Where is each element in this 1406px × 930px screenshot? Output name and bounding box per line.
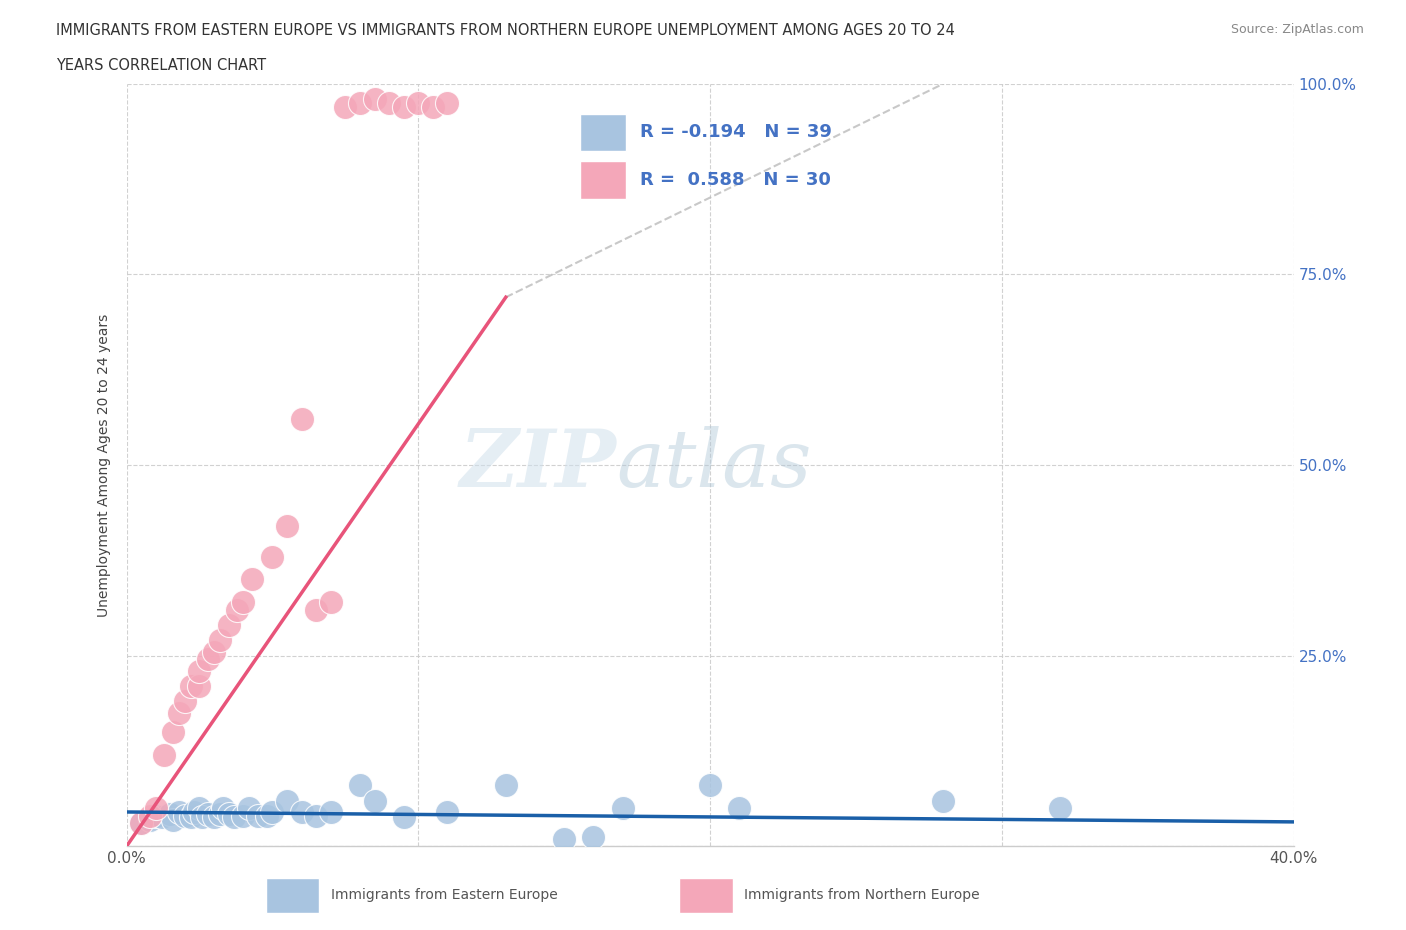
Point [162, 724, 184, 739]
Point [139, 808, 162, 823]
Point [153, 748, 176, 763]
Text: Source: ZipAtlas.com: Source: ZipAtlas.com [1230, 23, 1364, 36]
Text: ZIP: ZIP [460, 426, 617, 504]
Point [188, 663, 211, 678]
Point [226, 603, 249, 618]
Point [159, 807, 181, 822]
Point [436, 804, 458, 819]
Point [553, 831, 575, 846]
Point [290, 412, 312, 427]
Point [145, 801, 167, 816]
Point [174, 808, 197, 823]
Point [145, 808, 167, 823]
Point [319, 595, 342, 610]
Point [150, 810, 173, 825]
Point [188, 679, 211, 694]
Text: R =  0.588   N = 30: R = 0.588 N = 30 [640, 171, 831, 189]
Text: Immigrants from Northern Europe: Immigrants from Northern Europe [744, 888, 980, 902]
Point [612, 801, 634, 816]
Point [202, 810, 225, 825]
Point [218, 807, 240, 822]
Point [363, 91, 385, 106]
Point [276, 519, 298, 534]
Point [129, 816, 152, 830]
Point [183, 804, 205, 819]
Point [495, 777, 517, 792]
Point [162, 812, 184, 827]
Point [349, 96, 371, 111]
Point [180, 810, 202, 825]
Point [218, 618, 240, 632]
Y-axis label: Unemployment Among Ages 20 to 24 years: Unemployment Among Ages 20 to 24 years [97, 313, 111, 617]
Point [392, 100, 415, 114]
Point [1049, 801, 1071, 816]
Point [262, 804, 284, 819]
FancyBboxPatch shape [266, 878, 319, 913]
Point [211, 801, 233, 816]
Text: R = -0.194   N = 39: R = -0.194 N = 39 [640, 124, 832, 141]
Text: Immigrants from Eastern Europe: Immigrants from Eastern Europe [330, 888, 558, 902]
Point [232, 595, 254, 610]
Point [238, 801, 260, 816]
Point [240, 572, 263, 587]
Point [167, 804, 190, 819]
Point [276, 793, 298, 808]
Point [262, 549, 284, 564]
Point [208, 633, 231, 648]
Point [436, 96, 458, 111]
Text: IMMIGRANTS FROM EASTERN EUROPE VS IMMIGRANTS FROM NORTHERN EUROPE UNEMPLOYMENT A: IMMIGRANTS FROM EASTERN EUROPE VS IMMIGR… [56, 23, 955, 38]
Point [174, 694, 197, 709]
Text: YEARS CORRELATION CHART: YEARS CORRELATION CHART [56, 58, 266, 73]
Point [224, 810, 246, 825]
Point [335, 100, 357, 114]
FancyBboxPatch shape [581, 161, 626, 199]
Point [191, 810, 214, 825]
Point [363, 793, 385, 808]
Point [232, 808, 254, 823]
Point [699, 777, 721, 792]
Point [202, 644, 225, 659]
Point [197, 807, 219, 822]
Point [305, 603, 328, 618]
Point [305, 808, 328, 823]
Point [932, 793, 955, 808]
Point [246, 808, 269, 823]
Point [728, 801, 751, 816]
Point [256, 808, 278, 823]
Point [167, 706, 190, 721]
Point [349, 777, 371, 792]
FancyBboxPatch shape [679, 878, 733, 913]
Point [188, 801, 211, 816]
Point [392, 810, 415, 825]
Point [208, 807, 231, 822]
Point [319, 804, 342, 819]
Point [408, 96, 430, 111]
Point [422, 100, 444, 114]
Point [290, 804, 312, 819]
Point [180, 679, 202, 694]
Point [129, 816, 152, 830]
FancyBboxPatch shape [581, 113, 626, 152]
Point [378, 96, 401, 111]
Text: atlas: atlas [617, 426, 813, 504]
Point [582, 830, 605, 844]
Point [139, 812, 162, 827]
Point [197, 652, 219, 667]
